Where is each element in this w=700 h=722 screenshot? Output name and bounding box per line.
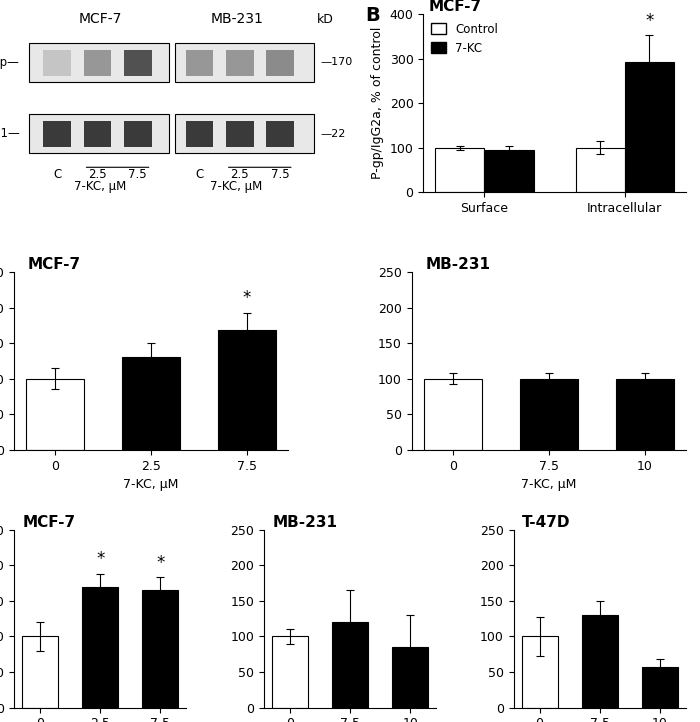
Bar	[186, 121, 214, 147]
Bar	[392, 647, 428, 708]
Bar	[575, 148, 625, 192]
Text: P-gp—: P-gp—	[0, 56, 20, 69]
Text: C: C	[195, 168, 204, 181]
Bar	[435, 148, 484, 192]
Text: —170: —170	[320, 58, 352, 67]
Bar	[625, 62, 674, 192]
Text: 7-KC, μM: 7-KC, μM	[74, 180, 127, 193]
Bar	[218, 331, 276, 450]
Bar	[124, 50, 152, 76]
Bar	[83, 121, 111, 147]
Bar	[520, 379, 578, 450]
Text: *: *	[96, 550, 104, 568]
Y-axis label: P-gp/IgG2a, % of control: P-gp/IgG2a, % of control	[371, 27, 384, 180]
Text: MB-231: MB-231	[210, 12, 263, 26]
Bar	[186, 50, 214, 76]
Bar	[82, 587, 118, 708]
Bar	[266, 50, 294, 76]
Text: 7.5: 7.5	[128, 168, 147, 181]
Text: MB-231: MB-231	[272, 515, 337, 530]
Text: C: C	[53, 168, 62, 181]
Bar	[29, 114, 169, 153]
Bar	[29, 43, 169, 82]
Text: B: B	[365, 6, 380, 25]
Bar	[175, 114, 314, 153]
Text: *: *	[156, 554, 164, 572]
Text: 2.5: 2.5	[230, 168, 249, 181]
Text: MB-231: MB-231	[426, 257, 491, 272]
X-axis label: 7-KC, μM: 7-KC, μM	[123, 478, 178, 491]
Text: kD: kD	[317, 13, 334, 26]
Text: 7-KC, μM: 7-KC, μM	[211, 180, 262, 193]
Bar	[522, 637, 558, 708]
Bar	[122, 357, 180, 450]
Text: 7.5: 7.5	[271, 168, 289, 181]
Text: 2.5: 2.5	[88, 168, 107, 181]
Bar	[142, 591, 178, 708]
Bar	[43, 50, 71, 76]
Text: T-47D: T-47D	[522, 515, 570, 530]
Text: *: *	[243, 289, 251, 307]
Bar	[27, 379, 84, 450]
Bar	[124, 121, 152, 147]
Bar	[175, 43, 314, 82]
Bar	[484, 150, 533, 192]
Bar	[332, 622, 368, 708]
Bar	[616, 379, 673, 450]
Text: MCF-7: MCF-7	[22, 515, 76, 530]
Bar	[266, 121, 294, 147]
Text: MCF-7: MCF-7	[28, 257, 80, 272]
Bar	[43, 121, 71, 147]
Bar	[272, 637, 308, 708]
Text: Caveolin-1—: Caveolin-1—	[0, 127, 20, 140]
Bar	[226, 121, 253, 147]
Bar	[226, 50, 253, 76]
Text: MCF-7: MCF-7	[79, 12, 122, 26]
Legend: Control, 7-KC: Control, 7-KC	[429, 20, 500, 57]
Text: MCF-7: MCF-7	[428, 0, 482, 14]
Bar	[642, 667, 678, 708]
Text: —22: —22	[320, 129, 345, 139]
Bar	[582, 615, 618, 708]
X-axis label: 7-KC, μM: 7-KC, μM	[522, 478, 577, 491]
Bar	[22, 637, 58, 708]
Bar	[424, 379, 482, 450]
Text: *: *	[645, 12, 654, 30]
Bar	[83, 50, 111, 76]
